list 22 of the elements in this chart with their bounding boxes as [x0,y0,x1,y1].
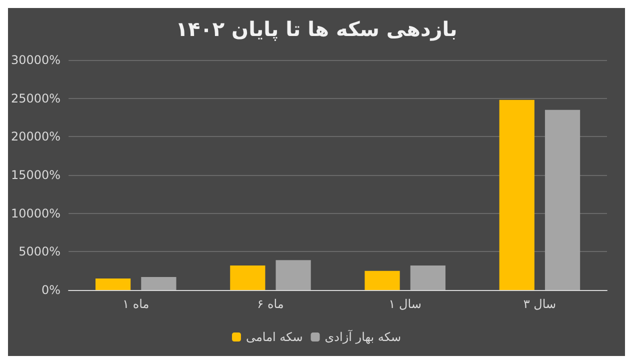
y-tick-label: 5000% [18,244,61,259]
y-tick-label: 25000% [11,91,61,106]
x-tick-label: ۶ ماه [257,297,284,311]
bar [364,270,400,290]
legend-label: سکه امامی [246,330,303,344]
x-tick-label: ۳ سال [523,297,556,311]
y-tick-label: 20000% [11,130,61,144]
bar [276,260,311,290]
x-tick-label: ۱ سال [388,297,422,311]
bar [141,276,176,290]
legend-label: سکه بهار آزادی [324,329,402,344]
y-tick-label: 15000% [11,168,61,182]
y-tick-label: 10000% [11,206,61,220]
bar [230,265,266,290]
bar [410,265,446,290]
bar [544,110,580,290]
x-tick-label: ۱ ماه [122,297,150,311]
bar [95,278,131,290]
y-tick-label: 0% [42,283,61,297]
chart-title: بازدهی سکه ها تا پایان ۱۴۰۲ [176,17,458,41]
bar [499,100,534,290]
y-tick-label: 30000% [11,53,61,67]
